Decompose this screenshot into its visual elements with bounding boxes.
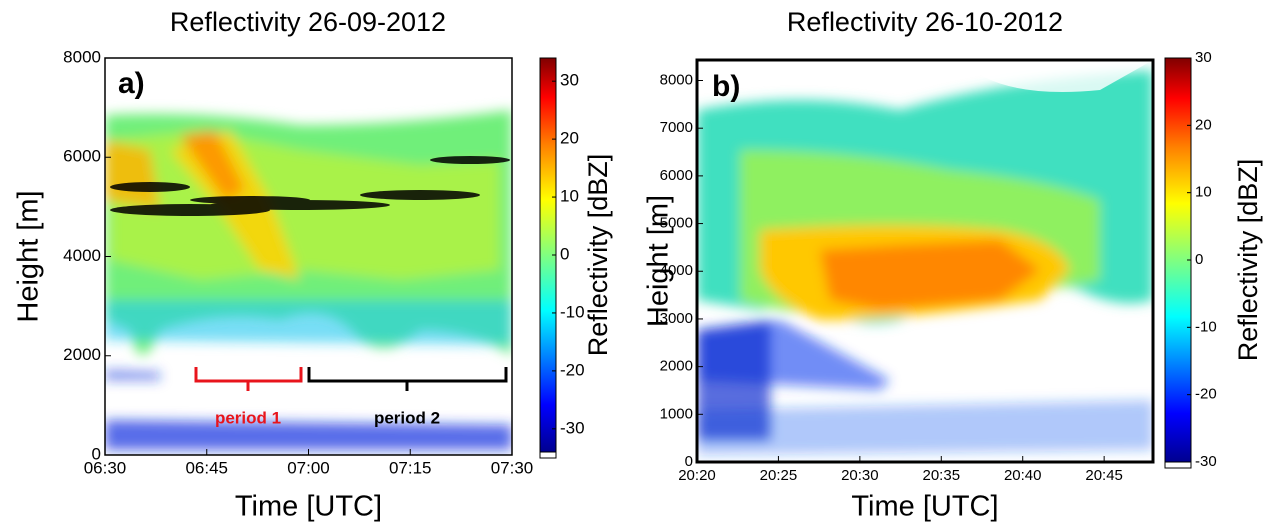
x-tick-label: 20:25	[760, 467, 798, 484]
y-tick-label: 7000	[660, 119, 693, 136]
y-tick-label: 0	[685, 453, 693, 470]
colorbar-label: Reflectivity [dBZ]	[583, 154, 613, 357]
colorbar-tick-label: -20	[560, 360, 585, 379]
y-axis-label: Height [m]	[13, 190, 45, 322]
x-tick-label: 06:30	[84, 458, 127, 477]
colorbar-tick-label: 30	[1195, 49, 1212, 66]
colorbar-tick-label: 20	[1195, 116, 1212, 133]
y-tick-label: 5000	[660, 215, 693, 232]
colorbar-tick-label: -20	[1195, 386, 1217, 403]
panel-label: a)	[118, 67, 145, 100]
x-tick-label: 06:45	[185, 458, 228, 477]
colorbar-tick-label: -30	[1195, 453, 1217, 470]
x-tick-label: 20:45	[1085, 467, 1123, 484]
colorbar-tick-label: 30	[560, 71, 579, 90]
colorbar-tick-label: 0	[1195, 251, 1203, 268]
y-tick-label: 6000	[63, 147, 101, 166]
annotation: period 1	[215, 408, 281, 427]
reflectivity-field	[105, 110, 512, 450]
x-axis-label: Time [UTC]	[235, 491, 382, 523]
colorbar	[1164, 57, 1192, 463]
y-tick-label: 4000	[660, 262, 693, 279]
y-tick-label: 2000	[660, 358, 693, 375]
chart-title: Reflectivity 26-09-2012	[170, 7, 446, 37]
colorbar-tick-label: -30	[560, 418, 585, 437]
x-tick-label: 07:30	[491, 458, 534, 477]
y-tick-label: 1000	[660, 405, 693, 422]
colorbar-tick-label: -10	[1195, 318, 1217, 335]
y-tick-label: 0	[92, 444, 101, 463]
x-tick-label: 20:20	[678, 467, 716, 484]
colorbar-tick-label: 0	[560, 244, 569, 263]
colorbar-tick-label: 10	[560, 187, 579, 206]
chart-title: Reflectivity 26-10-2012	[787, 7, 1063, 37]
period-2-bracket	[307, 367, 508, 391]
period-1-bracket	[194, 367, 303, 391]
y-axis-label: Height [m]	[643, 195, 675, 327]
x-tick-label: 20:30	[841, 467, 879, 484]
x-axis-label: Time [UTC]	[851, 491, 998, 523]
x-tick-label: 07:00	[287, 458, 330, 477]
y-tick-label: 8000	[63, 47, 101, 66]
x-tick-label: 07:15	[389, 458, 432, 477]
plot-frame	[695, 58, 1155, 464]
y-tick-label: 6000	[660, 167, 693, 184]
colorbar-label: Reflectivity [dBZ]	[1233, 159, 1263, 362]
colorbar-under	[539, 451, 557, 459]
colorbar-tick-label: 10	[1195, 184, 1212, 201]
panel-label: b)	[712, 70, 740, 103]
reflectivity-field	[697, 60, 1153, 455]
y-tick-label: 2000	[63, 345, 101, 364]
x-tick-label: 20:35	[923, 467, 961, 484]
x-tick-label: 20:40	[1004, 467, 1042, 484]
colorbar-tick-label: 20	[560, 129, 579, 148]
colorbar-under	[1164, 461, 1192, 469]
y-tick-label: 3000	[660, 310, 693, 327]
colorbar-tick-label: -10	[560, 302, 585, 321]
annotation: period 2	[374, 408, 440, 427]
y-tick-label: 8000	[660, 71, 693, 88]
y-tick-label: 4000	[63, 246, 101, 265]
